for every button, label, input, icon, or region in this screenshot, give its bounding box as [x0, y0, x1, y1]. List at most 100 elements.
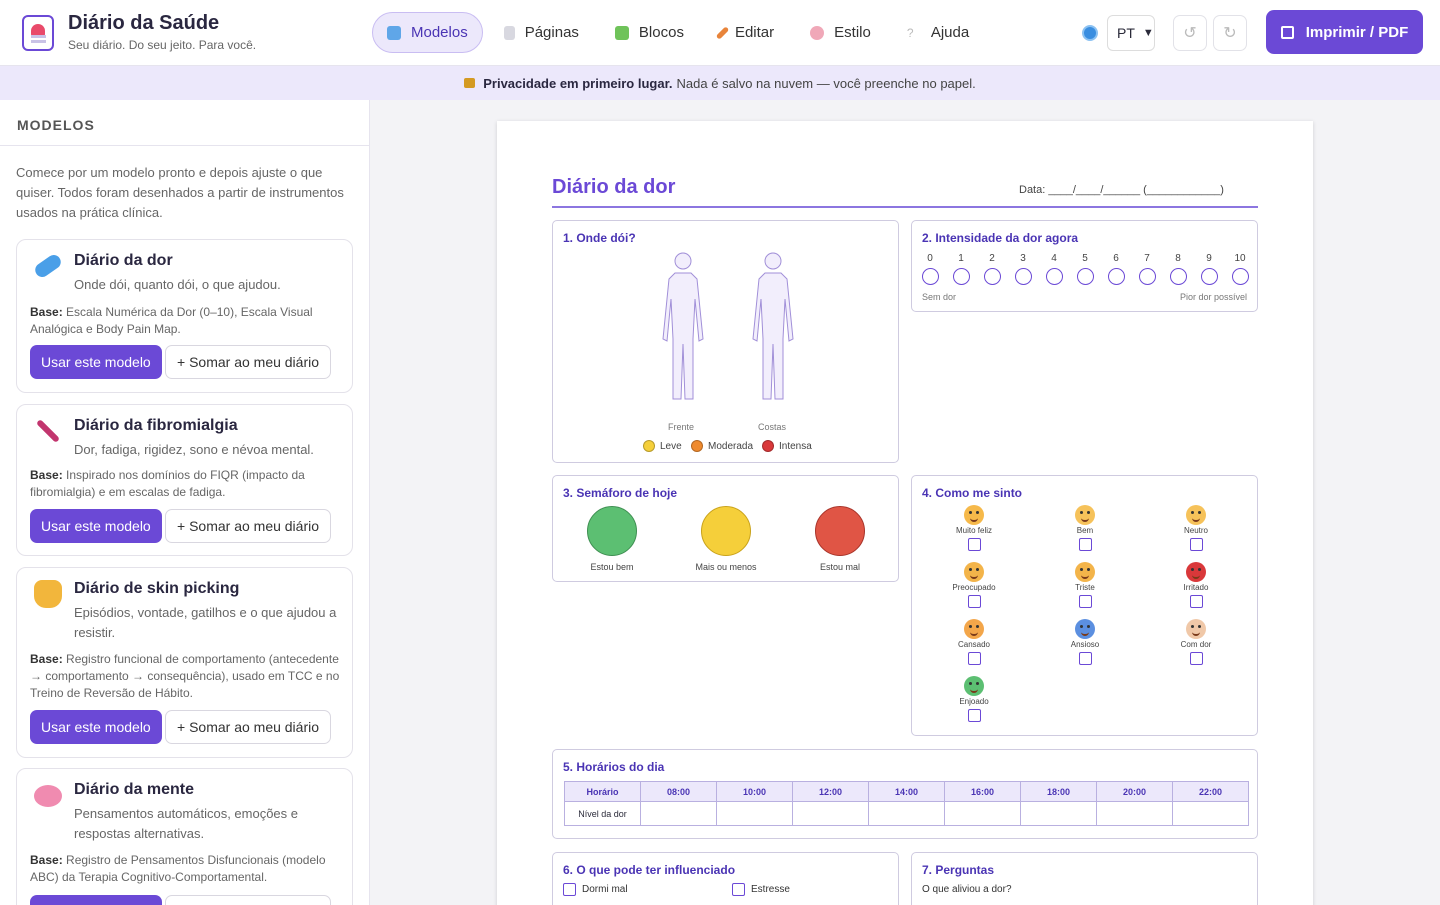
nav-blocos[interactable]: Blocos	[600, 12, 699, 53]
checkbox[interactable]	[732, 883, 745, 896]
traffic-red-option[interactable]	[815, 506, 865, 556]
table-cell[interactable]	[792, 801, 869, 826]
table-cell[interactable]	[944, 801, 1021, 826]
table-header: 16:00	[944, 781, 1021, 802]
table-header: 20:00	[1096, 781, 1173, 802]
page-icon	[503, 25, 515, 40]
card-title: Diário da fibromialgia	[74, 417, 238, 434]
table-cell[interactable]	[640, 801, 717, 826]
body-map-figure[interactable]	[653, 249, 813, 404]
legend-intensa: Intensa	[762, 440, 812, 452]
scale-option[interactable]	[984, 268, 1001, 285]
diary-sheet: Diário da dor Data: ____/____/______ (__…	[497, 121, 1313, 905]
mood-checkbox[interactable]	[1189, 538, 1203, 551]
hand-icon	[34, 580, 62, 608]
question-text: O que aliviou a dor?	[922, 884, 1012, 895]
scale-number: 3	[1020, 253, 1026, 264]
scale-number: 0	[927, 253, 933, 264]
pill-icon	[32, 252, 64, 280]
mood-checkbox[interactable]	[1078, 595, 1092, 608]
table-header: 18:00	[1020, 781, 1097, 802]
section-where: 1. Onde dói? Frente Costas Leve Moderada…	[552, 220, 899, 463]
scale-option[interactable]	[953, 268, 970, 285]
table-cell[interactable]	[716, 801, 793, 826]
scale-option[interactable]	[922, 268, 939, 285]
mood-checkbox[interactable]	[967, 538, 981, 551]
use-template-button[interactable]: Usar este modelo	[30, 345, 162, 379]
table-cell[interactable]	[1096, 801, 1173, 826]
globe-icon	[1082, 25, 1098, 41]
traffic-green-option[interactable]	[587, 506, 637, 556]
main-nav: Modelos Páginas Blocos Editar Estilo ? Aj…	[372, 12, 984, 53]
question-icon: ?	[906, 25, 914, 40]
checkbox[interactable]	[563, 883, 576, 896]
section-questions: 7. Perguntas O que aliviou a dor?	[911, 852, 1258, 905]
scale-option[interactable]	[1108, 268, 1125, 285]
scale-option[interactable]	[1077, 268, 1094, 285]
table-header: 14:00	[868, 781, 945, 802]
print-pdf-button[interactable]: Imprimir / PDF	[1266, 10, 1423, 54]
use-template-button[interactable]: Usar este modelo	[30, 509, 162, 543]
thermometer-icon	[35, 418, 61, 444]
mood-checkbox[interactable]	[1078, 652, 1092, 665]
nav-paginas[interactable]: Páginas	[489, 12, 594, 53]
title-rule	[552, 206, 1258, 208]
add-to-diary-button[interactable]: + Somar ao meu diário	[165, 895, 332, 905]
influence-option[interactable]: Dormi mal	[563, 883, 628, 896]
scale-option[interactable]	[1170, 268, 1187, 285]
nav-modelos[interactable]: Modelos	[372, 12, 483, 53]
sidebar-divider	[0, 145, 369, 146]
legend-dot-icon	[762, 440, 774, 452]
mood-checkbox[interactable]	[967, 709, 981, 722]
mood-checkbox[interactable]	[1189, 652, 1203, 665]
doc-title: Diário da dor	[552, 176, 676, 198]
books-icon	[387, 25, 401, 40]
mood-checkbox[interactable]	[967, 652, 981, 665]
add-to-diary-button[interactable]: + Somar ao meu diário	[165, 710, 332, 744]
add-to-diary-button[interactable]: + Somar ao meu diário	[165, 345, 332, 379]
use-template-button[interactable]: Usar este modelo	[30, 895, 162, 905]
influence-option[interactable]: Estresse	[732, 883, 790, 896]
mood-checkbox[interactable]	[1189, 595, 1203, 608]
card-desc: Onde dói, quanto dói, o que ajudou.	[74, 277, 281, 292]
table-cell[interactable]	[1020, 801, 1097, 826]
undo-button[interactable]: ↺	[1173, 15, 1207, 51]
template-card-fibromialgia: Diário da fibromialgia Dor, fadiga, rigi…	[16, 404, 353, 556]
card-base: Base: Inspirado nos domínios do FIQR (im…	[30, 468, 305, 499]
mood-checkbox[interactable]	[967, 595, 981, 608]
table-cell[interactable]	[868, 801, 945, 826]
section-mood: 4. Como me sinto Muito feliz Bem Neutro …	[911, 475, 1258, 736]
use-template-button[interactable]: Usar este modelo	[30, 710, 162, 744]
table-cell[interactable]	[1172, 801, 1249, 826]
add-to-diary-button[interactable]: + Somar ao meu diário	[165, 509, 332, 543]
scale-number: 2	[989, 253, 995, 264]
scale-option[interactable]	[1232, 268, 1249, 285]
scale-number: 5	[1082, 253, 1088, 264]
nav-estilo[interactable]: Estilo	[795, 12, 886, 53]
table-header: 12:00	[792, 781, 869, 802]
mood-checkbox[interactable]	[1078, 538, 1092, 551]
section-influence: 6. O que pode ter influenciado Dormi mal…	[552, 852, 899, 905]
section-title: 3. Semáforo de hoje	[563, 486, 678, 500]
scale-option[interactable]	[1015, 268, 1032, 285]
card-base: Base: Escala Numérica da Dor (0–10), Esc…	[30, 305, 313, 336]
section-title: 2. Intensidade da dor agora	[922, 231, 1079, 245]
table-row-label: Nível da dor	[564, 801, 641, 826]
privacy-banner: Privacidade em primeiro lugar. Nada é sa…	[0, 66, 1440, 100]
scale-number: 9	[1206, 253, 1212, 264]
table-header: 22:00	[1172, 781, 1249, 802]
top-bar: Diário da Saúde Seu diário. Do seu jeito…	[0, 0, 1440, 66]
sad-face-icon	[1075, 562, 1095, 582]
nav-editar[interactable]: Editar	[705, 12, 789, 53]
redo-button[interactable]: ↻	[1213, 15, 1247, 51]
language-select[interactable]: PT ▼	[1107, 15, 1155, 51]
scale-option[interactable]	[1201, 268, 1218, 285]
traffic-yellow-option[interactable]	[701, 506, 751, 556]
scale-option[interactable]	[1139, 268, 1156, 285]
card-desc: Pensamentos automáticos, emoções e respo…	[74, 806, 299, 841]
legend-dot-icon	[643, 440, 655, 452]
card-base: Base: Registro funcional de comportament…	[30, 652, 340, 700]
scale-option[interactable]	[1046, 268, 1063, 285]
angry-face-icon	[1186, 562, 1206, 582]
nav-ajuda[interactable]: ? Ajuda	[906, 24, 970, 41]
